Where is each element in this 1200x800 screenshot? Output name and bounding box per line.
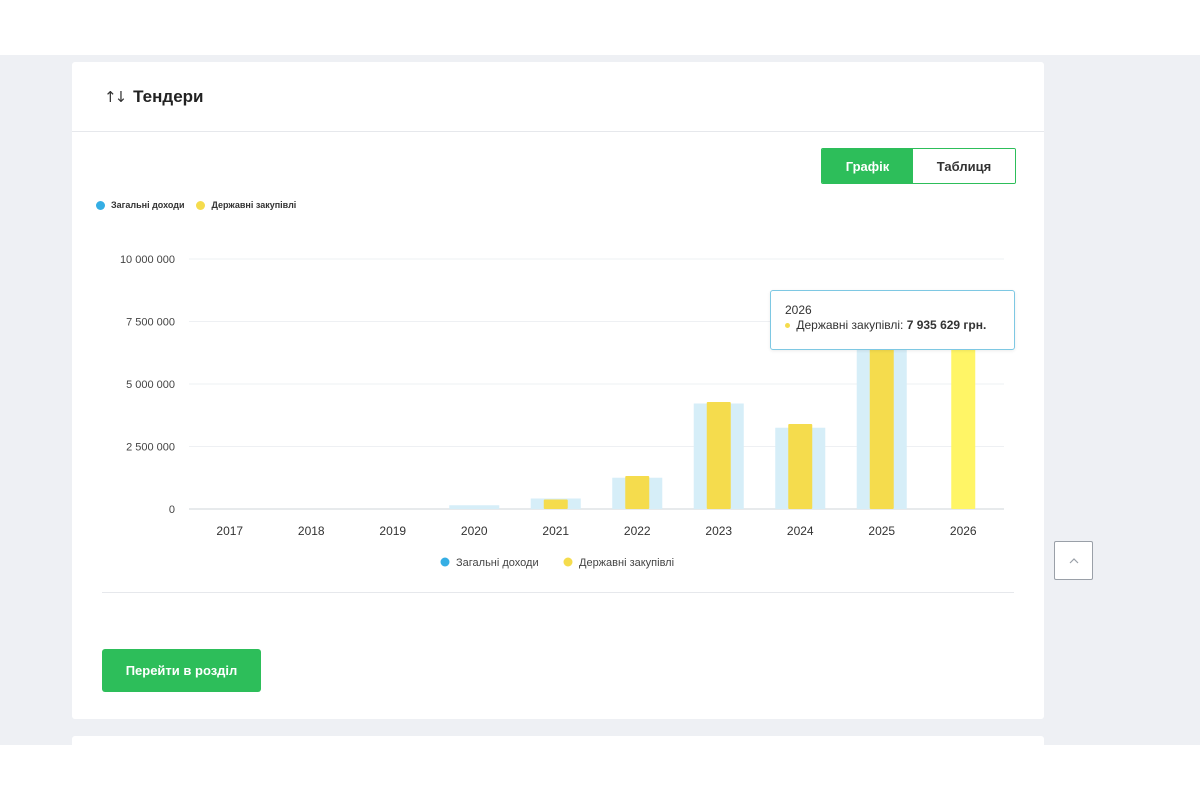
scroll-to-top-button[interactable]: [1054, 541, 1093, 580]
sort-arrows-icon: ↑↓: [104, 87, 127, 106]
bottom-legend-dot-procurement: [563, 557, 573, 567]
bar-procurement-2024: [788, 424, 813, 509]
y-tick-label: 7 500 000: [126, 317, 175, 329]
legend-dot-income: [96, 200, 105, 210]
bar-income-2020: [449, 505, 500, 509]
tooltip-value: 7 935 629 грн.: [906, 318, 987, 332]
legend-dot-procurement: [196, 200, 206, 210]
tooltip-dot: [785, 323, 790, 329]
x-tick-label: 2022: [624, 524, 651, 538]
x-tick-label: 2018: [298, 524, 325, 538]
card-title: Тендери: [133, 86, 204, 106]
bottom-legend-label-procurement: Державні закупівлі: [579, 557, 674, 569]
chart-tooltip: 2026 Державні закупівлі: 7 935 629 грн.: [770, 290, 1015, 350]
legend-item-procurement[interactable]: Державні закупівлі: [196, 200, 296, 210]
y-tick-label: 5 000 000: [126, 379, 175, 391]
x-tick-label: 2019: [379, 524, 406, 538]
bottom-legend-label-income: Загальні доходи: [456, 557, 539, 569]
divider: [102, 592, 1014, 593]
legend-top: Загальні доходи Державні закупівлі: [96, 200, 308, 210]
y-tick-label: 0: [169, 504, 175, 516]
bar-procurement-2022: [625, 476, 650, 509]
legend-label-procurement: Державні закупівлі: [211, 200, 297, 210]
tooltip-row: Державні закупівлі: 7 935 629 грн.: [785, 318, 1000, 332]
tooltip-year: 2026: [785, 303, 812, 317]
bar-procurement-2026: [951, 310, 976, 509]
tooltip-series-label: Державні закупівлі:: [796, 318, 904, 332]
x-tick-label: 2024: [787, 524, 814, 538]
view-toggle: Графік Таблиця: [821, 148, 1016, 184]
bar-procurement-2021: [543, 499, 568, 509]
card-header: ↑↓ Тендери: [72, 62, 1044, 132]
chart-view-button[interactable]: Графік: [822, 149, 913, 183]
chevron-up-icon: [1069, 557, 1078, 563]
go-to-section-button[interactable]: Перейти в розділ: [102, 649, 261, 692]
bar-procurement-2025: [869, 319, 894, 509]
x-tick-label: 2017: [216, 524, 243, 538]
bottom-legend-dot-income: [440, 557, 450, 567]
legend-item-income[interactable]: Загальні доходи: [96, 200, 184, 210]
chart-area: 10 000 000 7 500 000 5 000 000 2 500 000 0 20…: [72, 242, 1044, 582]
x-tick-label: 2023: [705, 524, 732, 538]
bar-chart: 10 000 000 7 500 000 5 000 000 2 500 000 0 20…: [120, 254, 1004, 569]
table-view-button[interactable]: Таблиця: [913, 149, 1015, 183]
next-card: [72, 736, 1044, 756]
y-tick-label: 10 000 000: [120, 254, 175, 266]
tenders-card: ↑↓ Тендери Графік Таблиця Загальні доход…: [72, 62, 1044, 719]
x-tick-label: 2020: [461, 524, 488, 538]
x-tick-label: 2021: [542, 524, 569, 538]
x-tick-label: 2025: [868, 524, 895, 538]
y-tick-label: 2 500 000: [126, 442, 175, 454]
bar-procurement-2023: [706, 402, 731, 509]
legend-label-income: Загальні доходи: [111, 200, 185, 210]
x-tick-label: 2026: [950, 524, 977, 538]
